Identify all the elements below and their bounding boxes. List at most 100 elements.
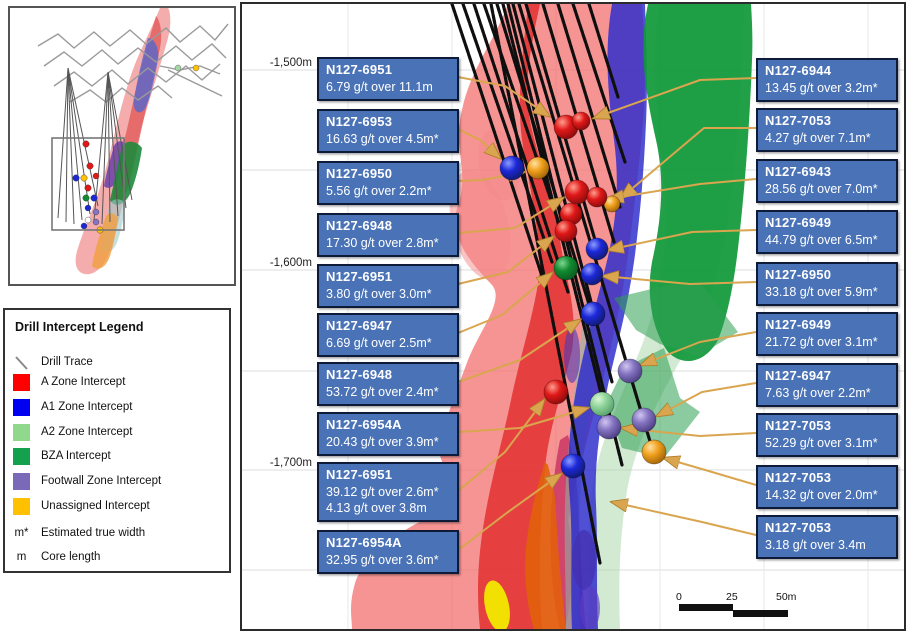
overview-inset-map	[8, 6, 236, 286]
unassigned-intercept-marker	[641, 439, 667, 465]
scale-bar: 0 25 50m	[676, 591, 797, 617]
overview-marker	[192, 64, 200, 72]
a1-zone-intercept-marker	[499, 155, 525, 181]
callout-hole-id: N127-6943	[765, 164, 832, 179]
unassigned-intercept-marker	[526, 156, 550, 180]
scale-label-50m: 50m	[776, 591, 797, 603]
overview-drill-fans	[57, 67, 133, 225]
callout-hole-id: N127-6951	[326, 62, 393, 77]
callout-intercept: 7.63 g/t over 2.2m*	[765, 385, 871, 400]
a1-zone-swatch	[13, 398, 30, 416]
callout-hole-id: N127-6944	[765, 63, 832, 78]
bza-swatch	[13, 447, 30, 465]
callout-intercept: 39.12 g/t over 2.6m*	[326, 484, 439, 499]
a1-zone-intercept-marker	[585, 237, 609, 261]
callout-hole-id: N127-6950	[326, 166, 393, 181]
callout-intercept: 4.27 g/t over 7.1m*	[765, 130, 871, 145]
callout-box: N127-7053 3.18 g/t over 3.4m	[756, 515, 898, 559]
callout-hole-id: N127-6947	[765, 368, 832, 383]
callout-hole-id: N127-6949	[765, 317, 832, 332]
callout-box: N127-7053 14.32 g/t over 2.0m*	[756, 465, 898, 509]
callout-box: N127-6954A 32.95 g/t over 3.6m*	[317, 530, 459, 574]
depth-label: -1,600m	[270, 257, 312, 269]
callout-hole-id: N127-6951	[326, 269, 393, 284]
callout-intercept: 17.30 g/t over 2.8m*	[326, 235, 439, 250]
callout-box: N127-6948 17.30 g/t over 2.8m*	[317, 213, 459, 257]
callout-intercept: 52.29 g/t over 3.1m*	[765, 435, 878, 450]
drill-trace-icon	[13, 354, 30, 371]
callout-box: N127-6949 21.72 g/t over 3.1m*	[756, 312, 898, 356]
callout-box: N127-6951 39.12 g/t over 2.6m* 4.13 g/t …	[317, 462, 459, 522]
drill-intercept-legend: Drill Intercept Legend Drill Trace A Zon…	[3, 308, 231, 573]
depth-axis-labels: -1,500m -1,600m -1,700m	[270, 57, 312, 469]
scale-label-25: 25	[726, 591, 738, 603]
callout-box: N127-6948 53.72 g/t over 2.4m*	[317, 362, 459, 406]
a-zone-intercept-marker	[571, 111, 591, 131]
callout-box: N127-6949 44.79 g/t over 6.5m*	[756, 210, 898, 254]
a-zone-intercept-marker	[543, 379, 569, 405]
callout-hole-id: N127-7053	[765, 520, 832, 535]
callout-intercept: 20.43 g/t over 3.9m*	[326, 434, 439, 449]
callout-box: N127-6947 6.69 g/t over 2.5m*	[317, 313, 459, 357]
a2-zone-intercept-marker	[589, 391, 615, 417]
a1-zone-intercept-marker	[560, 453, 586, 479]
callout-intercept: 21.72 g/t over 3.1m*	[765, 334, 878, 349]
callout-intercept: 3.80 g/t over 3.0m*	[326, 286, 432, 301]
legend-label: Drill Trace	[41, 356, 93, 368]
callout-intercept: 33.18 g/t over 5.9m*	[765, 284, 878, 299]
depth-label: -1,500m	[270, 57, 312, 69]
callout-hole-id: N127-6948	[326, 367, 393, 382]
footwall-swatch	[13, 472, 30, 490]
callout-intercept: 32.95 g/t over 3.6m*	[326, 552, 439, 567]
footwall-intercept-marker	[631, 407, 657, 433]
footwall-intercept-marker	[596, 414, 622, 440]
callout-box: N127-6950 33.18 g/t over 5.9m*	[756, 262, 898, 306]
callout-hole-id: N127-6953	[326, 114, 393, 129]
legend-row-drill-trace: Drill Trace	[13, 352, 93, 372]
legend-row-a-zone: A Zone Intercept	[13, 372, 125, 392]
callout-intercept: 28.56 g/t over 7.0m*	[765, 181, 878, 196]
overview-drift-traces	[37, 23, 229, 103]
legend-label: A1 Zone Intercept	[41, 401, 133, 413]
scale-label-0: 0	[676, 591, 682, 603]
callout-hole-id: N127-6947	[326, 318, 393, 333]
legend-symbol: m	[16, 551, 27, 563]
legend-label: A2 Zone Intercept	[41, 426, 133, 438]
legend-row-a2-zone: A2 Zone Intercept	[13, 422, 132, 442]
legend-row-footwall: Footwall Zone Intercept	[13, 471, 161, 491]
callout-hole-id: N127-7053	[765, 418, 832, 433]
overview-marker	[174, 64, 182, 72]
legend-row-unassigned: Unassigned Intercept	[13, 496, 150, 516]
legend-label: Unassigned Intercept	[41, 500, 150, 512]
legend-row-true-width-note: m* Estimated true width	[13, 523, 145, 543]
legend-row-bza: BZA Intercept	[13, 446, 111, 466]
callout-hole-id: N127-6949	[765, 215, 832, 230]
callout-box: N127-6951 6.79 g/t over 11.1m	[317, 57, 459, 101]
legend-label: Estimated true width	[41, 527, 146, 539]
legend-label: BZA Intercept	[41, 450, 111, 462]
a-zone-swatch	[13, 373, 30, 391]
callout-intercept: 53.72 g/t over 2.4m*	[326, 384, 439, 399]
callout-intercept: 14.32 g/t over 2.0m*	[765, 487, 878, 502]
overview-scene	[37, 8, 229, 275]
a-zone-intercept-marker	[554, 219, 578, 243]
legend-row-a1-zone: A1 Zone Intercept	[13, 397, 132, 417]
yellow-spot	[484, 580, 510, 629]
legend-row-core-length-note: m Core length	[13, 547, 101, 567]
bza-patch	[614, 282, 738, 356]
callout-intercept: 13.45 g/t over 3.2m*	[765, 80, 878, 95]
scale-bar-segment	[679, 604, 733, 611]
intercept-markers	[499, 111, 667, 479]
cross-section-panel: -1,500m -1,600m -1,700m 0 25 50m N127-69…	[240, 2, 906, 631]
unassigned-swatch	[13, 497, 30, 515]
callout-hole-id: N127-6954A	[326, 417, 402, 432]
callout-intercept: 5.56 g/t over 2.2m*	[326, 183, 432, 198]
callout-box: N127-6954A 20.43 g/t over 3.9m*	[317, 412, 459, 456]
legend-label: Core length	[41, 551, 101, 563]
callout-intercept: 3.18 g/t over 3.4m	[765, 537, 866, 552]
callout-box: N127-7053 52.29 g/t over 3.1m*	[756, 413, 898, 457]
callout-leader-lines	[457, 76, 757, 551]
callout-hole-id: N127-6951	[326, 467, 393, 482]
a1-zone-intercept-marker	[580, 262, 604, 286]
